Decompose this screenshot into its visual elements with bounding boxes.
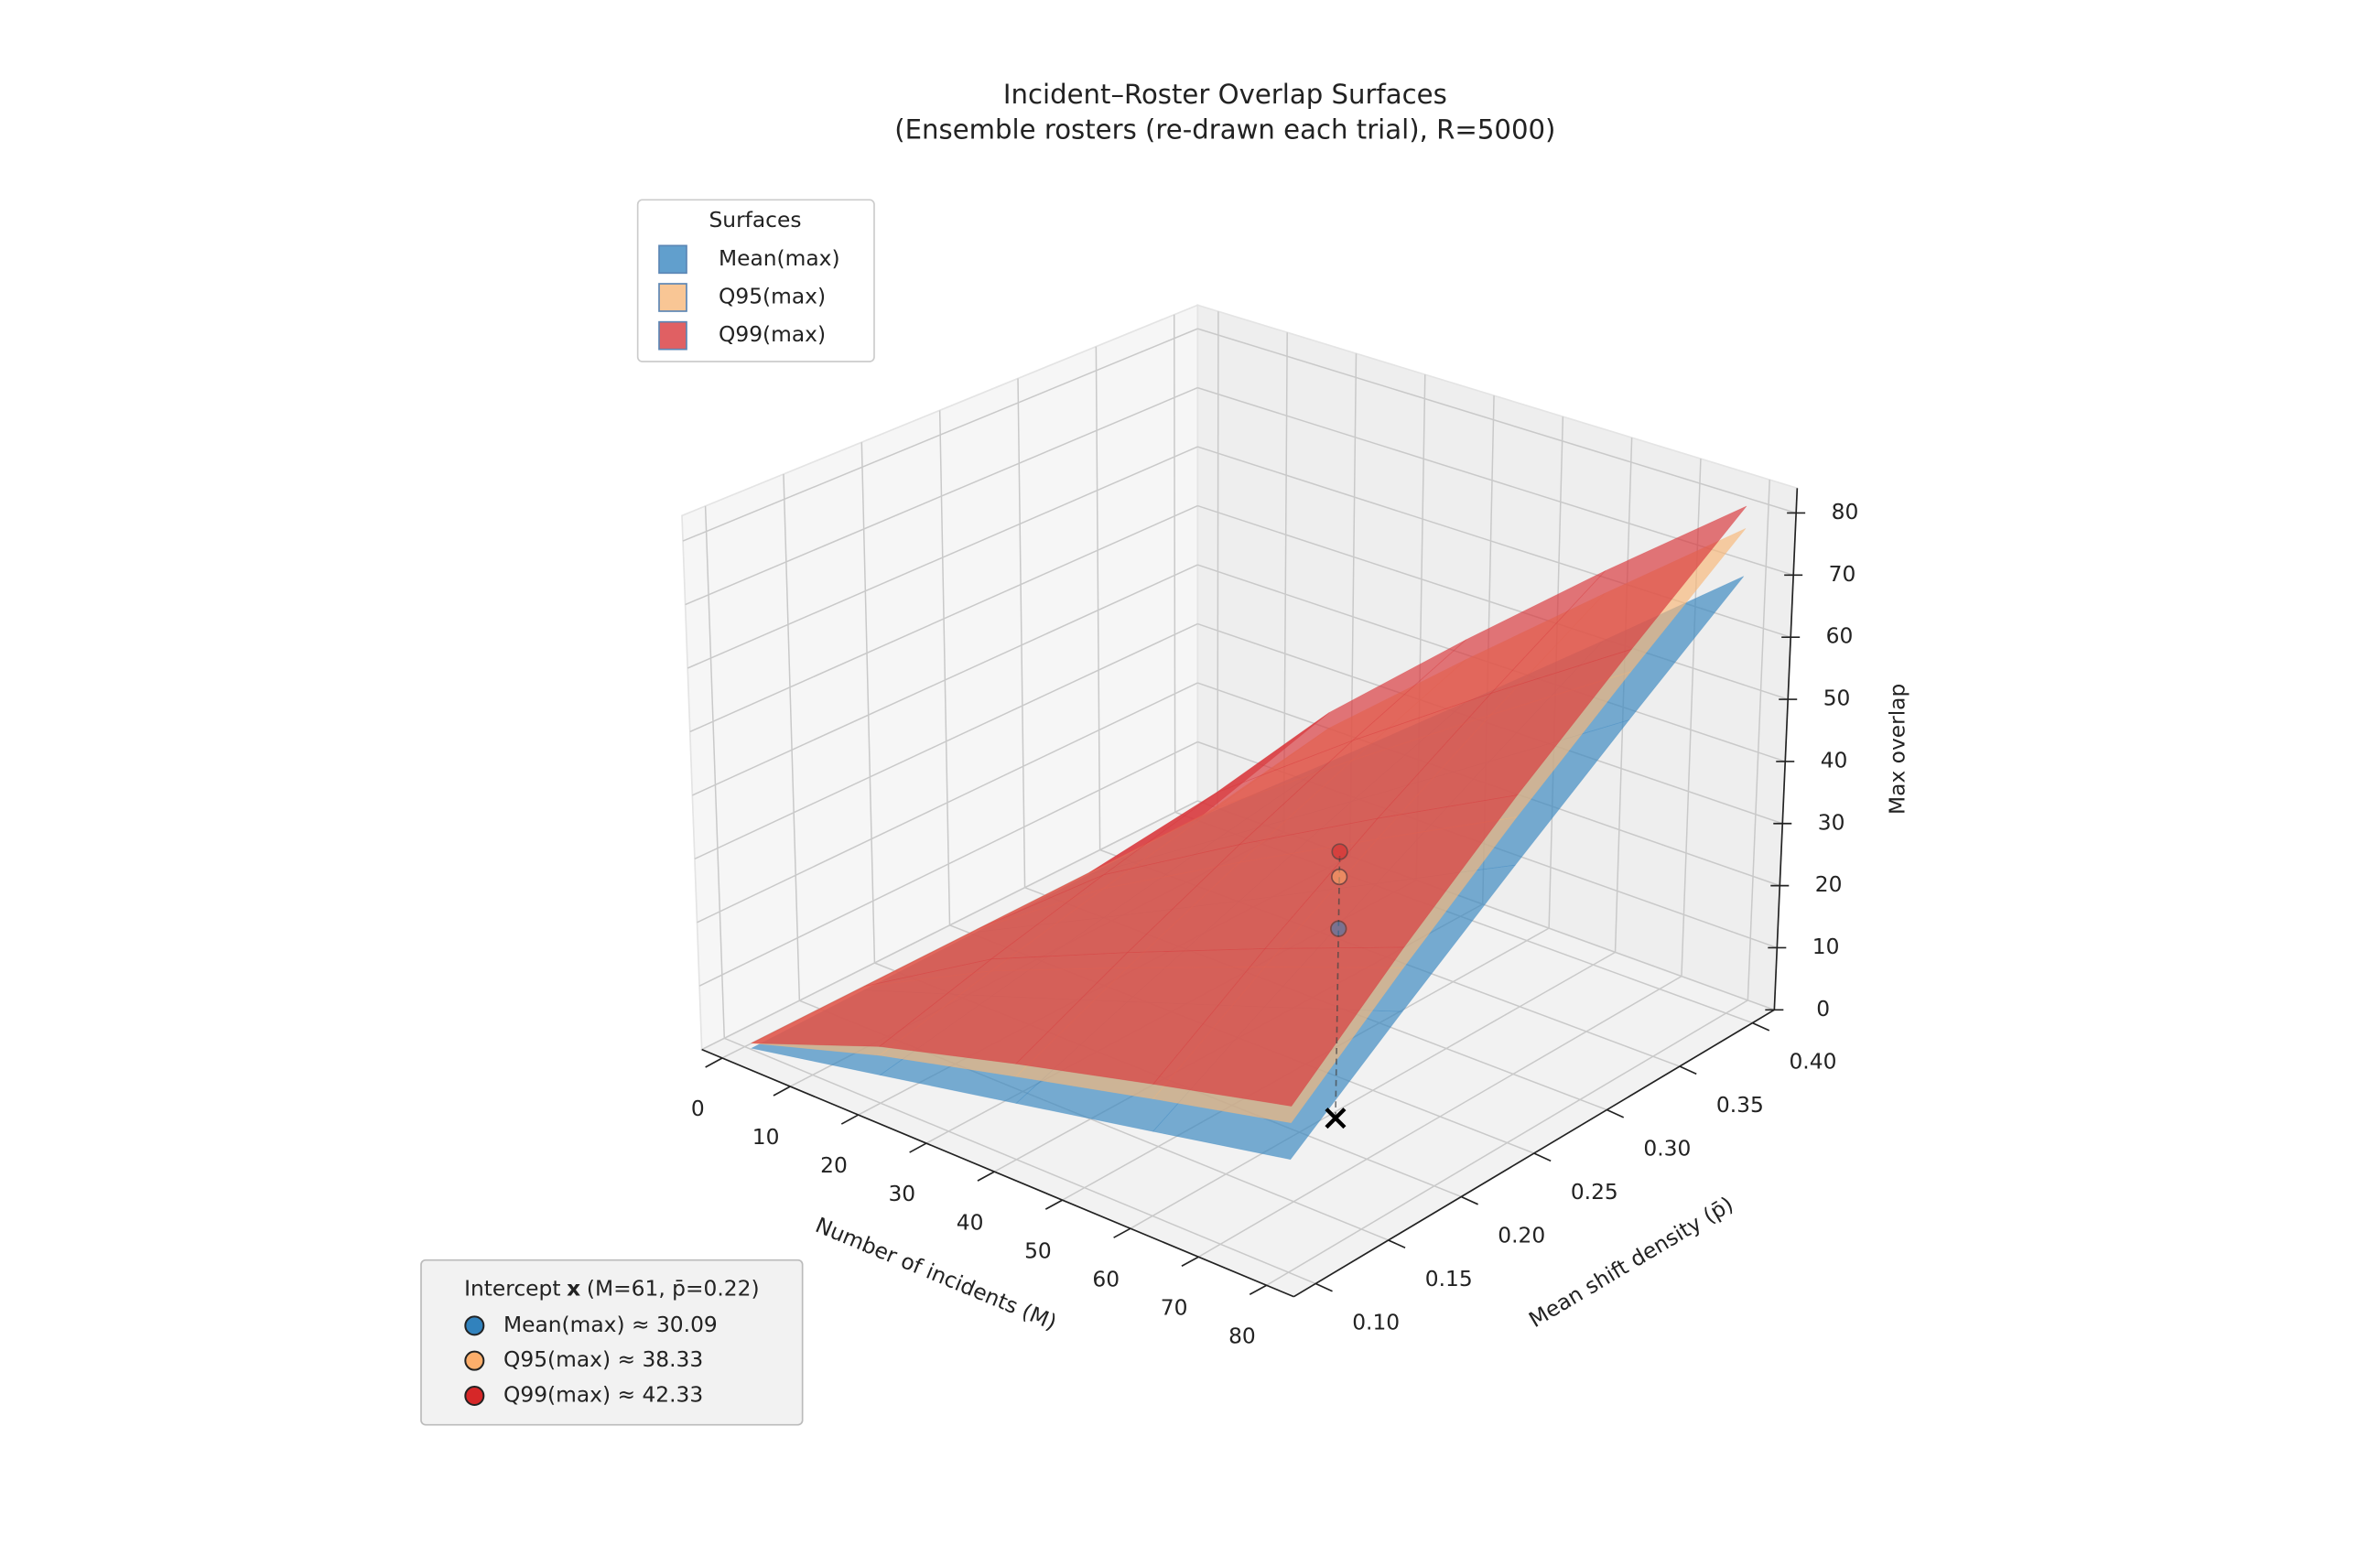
x-tick <box>773 1086 791 1097</box>
x-tick-label: 60 <box>1092 1266 1120 1291</box>
intercept-title-params: (M=61, p̄=0.22) <box>587 1275 760 1301</box>
legend-label: Q95(max) <box>719 284 826 309</box>
y-tick <box>1388 1239 1406 1249</box>
intercept-point <box>1330 920 1347 937</box>
grid-line <box>694 622 1198 860</box>
y-tick-label: 0.25 <box>1571 1179 1618 1205</box>
surface-patch <box>1489 505 1747 695</box>
x-tick <box>909 1142 927 1153</box>
grid-line <box>724 1037 1316 1285</box>
x-tick <box>1044 1199 1064 1210</box>
grid-line <box>1217 311 1219 808</box>
legend-label: Mean(max) <box>719 245 840 271</box>
intercept-legend-label: Q95(max) ≈ 38.33 <box>503 1346 703 1372</box>
legends: Surfaces Mean(max) Q95(max) Q99(max) Interce… <box>420 199 875 1426</box>
grid-line <box>701 800 1198 1051</box>
z-tick-label: 30 <box>1818 809 1845 835</box>
x-tick <box>1249 1284 1268 1295</box>
legend-swatch <box>658 320 687 351</box>
intercept-floor-marker <box>1325 1108 1347 1129</box>
chart-subtitle: (Ensemble rosters (re-drawn each trial),… <box>894 113 1555 145</box>
grid-line <box>1197 504 1789 700</box>
x-tick <box>705 1057 723 1068</box>
y-tick-label: 0.30 <box>1643 1135 1691 1161</box>
x-tick-label: 20 <box>820 1152 848 1178</box>
z-tick-label: 0 <box>1816 996 1830 1021</box>
surface-patch <box>1152 946 1405 1107</box>
legend-label: Q99(max) <box>719 321 826 347</box>
legend-box <box>636 199 875 362</box>
z-tick-label: 50 <box>1823 686 1851 711</box>
grid-line <box>689 504 1198 733</box>
intercept-title-symbol: x <box>567 1275 580 1301</box>
grid-line <box>698 740 1198 987</box>
y-tick <box>1679 1065 1697 1075</box>
y-tick <box>1533 1152 1552 1162</box>
grid-line <box>1173 314 1176 813</box>
legend-swatch <box>658 283 687 312</box>
grid-line <box>682 328 1198 542</box>
legend-swatch <box>658 244 687 275</box>
y-tick <box>1752 1021 1770 1032</box>
x-tick-label: 70 <box>1161 1294 1188 1320</box>
intercept-legend-marker <box>464 1350 485 1371</box>
z-tick-label: 20 <box>1815 871 1843 897</box>
z-tick-label: 70 <box>1829 561 1856 587</box>
intercept-legend-box <box>420 1259 804 1426</box>
grid-line <box>692 564 1198 796</box>
x-tick <box>1181 1256 1199 1267</box>
y-tick <box>1606 1108 1625 1118</box>
intercept-legend-marker <box>464 1315 485 1336</box>
chart-title: Incident–Roster Overlap Surfaces <box>1003 79 1447 110</box>
x-tick-label: 50 <box>1024 1237 1052 1263</box>
intercept-point <box>1331 843 1348 860</box>
intercept-legend-title: Intercept x (M=61, p̄=0.22) <box>464 1275 759 1301</box>
intercept-drop-line <box>1335 851 1341 1118</box>
z-axis-label: Max overlap <box>1885 684 1910 815</box>
y-tick-label: 0.15 <box>1425 1266 1473 1291</box>
x-axis-line <box>701 1048 1294 1298</box>
intercept-marks <box>1325 843 1348 1129</box>
x-tick <box>1113 1227 1131 1238</box>
z-tick-label: 10 <box>1812 934 1840 959</box>
intercept-legend-label: Mean(max) ≈ 30.09 <box>503 1312 718 1337</box>
intercept-legend-label: Q99(max) ≈ 42.33 <box>503 1382 703 1408</box>
x-tick <box>977 1171 995 1182</box>
intercept-legend-marker <box>464 1386 485 1406</box>
surfaces <box>750 505 1747 1161</box>
intercept-title-text: Intercept <box>464 1275 560 1301</box>
z-tick-label: 80 <box>1832 499 1859 524</box>
y-tick <box>1314 1282 1333 1292</box>
grid-line <box>685 386 1198 606</box>
intercept-point <box>1330 868 1348 886</box>
z-axis-line <box>1773 488 1799 1010</box>
x-tick-label: 30 <box>888 1181 915 1206</box>
x-tick-label: 0 <box>691 1096 705 1121</box>
grid-line <box>1197 328 1797 514</box>
y-tick-label: 0.35 <box>1716 1092 1764 1118</box>
x-tick-label: 10 <box>752 1124 780 1150</box>
y-axis-line <box>1293 1009 1775 1298</box>
z-tick-label: 40 <box>1821 747 1848 773</box>
grid-line <box>687 446 1198 669</box>
grid-line <box>697 682 1198 924</box>
y-tick-label: 0.40 <box>1789 1048 1836 1074</box>
legend-title: Surfaces <box>709 207 801 232</box>
x-tick <box>840 1114 860 1125</box>
y-tick <box>1460 1195 1478 1205</box>
y-tick-label: 0.10 <box>1352 1309 1400 1334</box>
x-tick-label: 40 <box>957 1209 984 1235</box>
z-tick-label: 60 <box>1826 623 1854 649</box>
x-tick-label: 80 <box>1228 1323 1256 1348</box>
y-tick-label: 0.20 <box>1498 1222 1545 1248</box>
